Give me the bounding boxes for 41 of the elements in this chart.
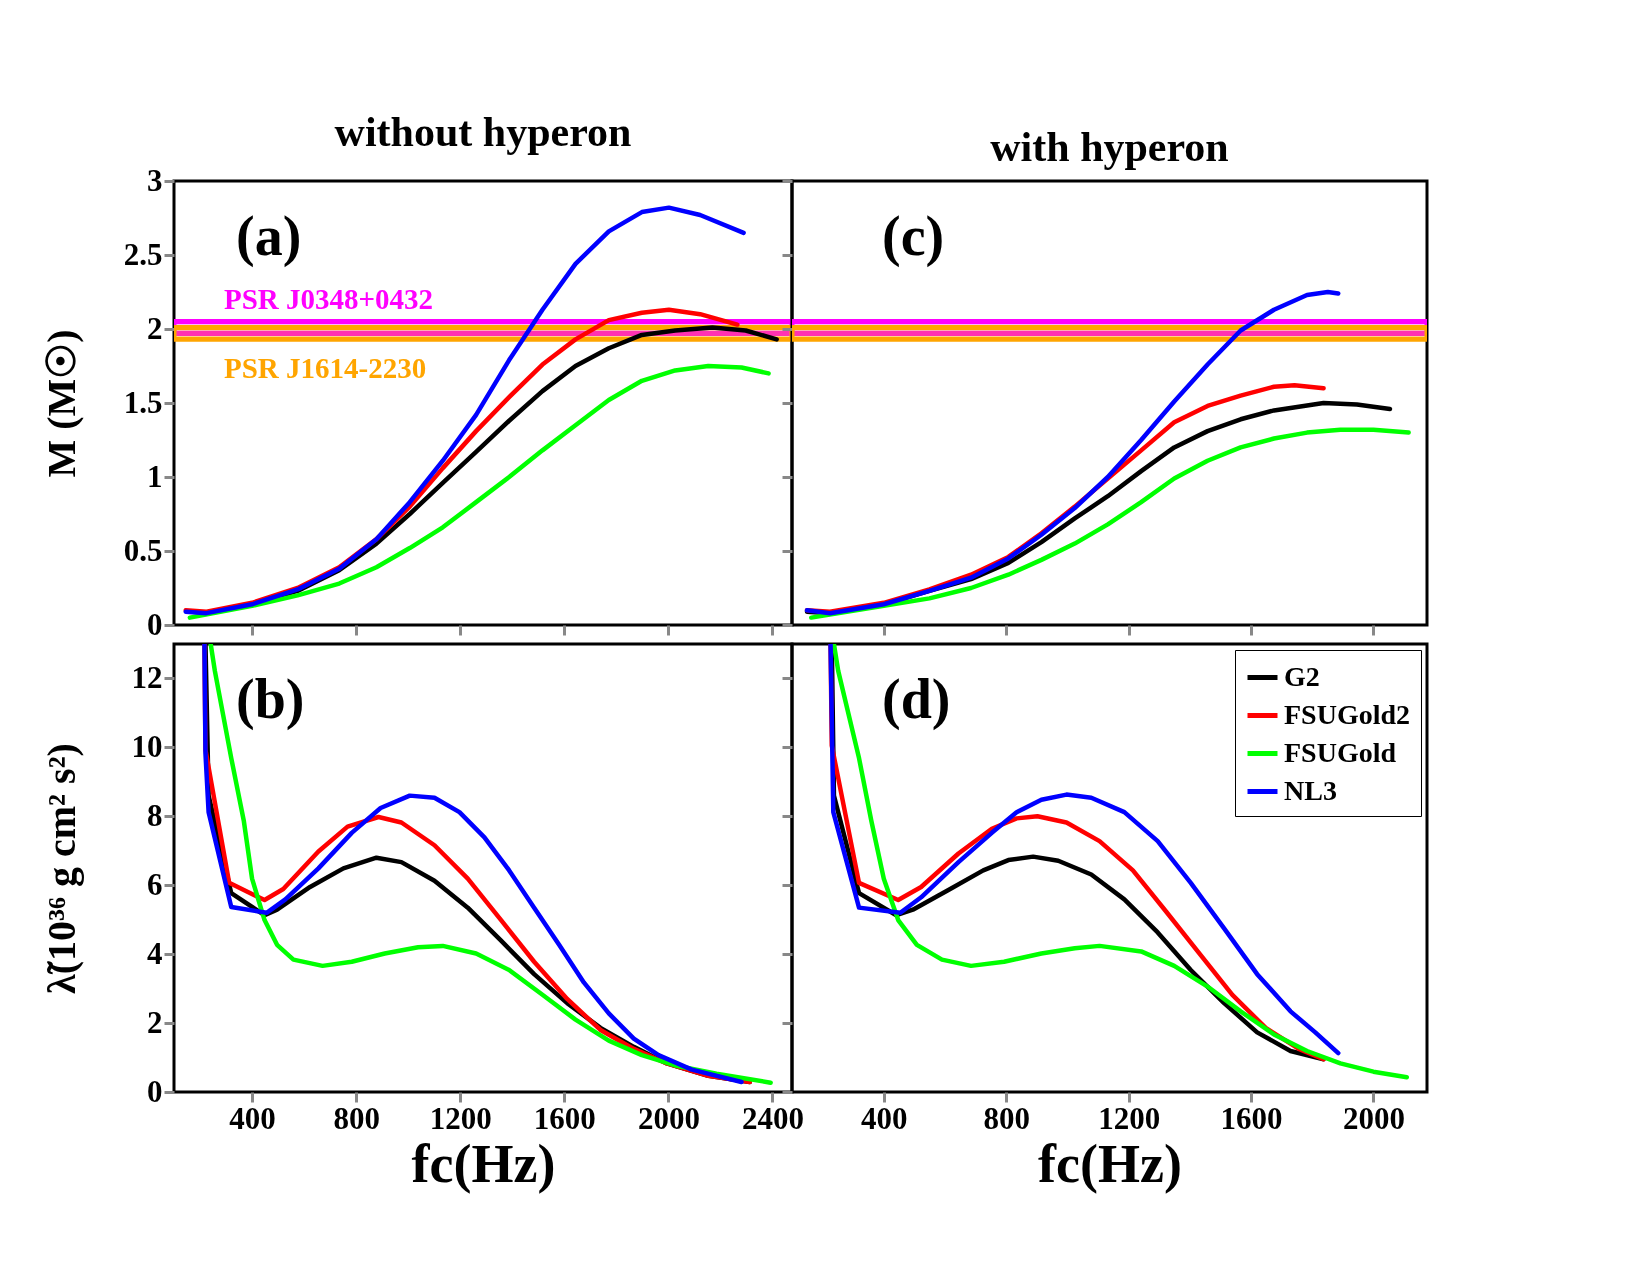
chart-title: with hyperon bbox=[990, 123, 1229, 170]
x-tick-label: 1200 bbox=[1098, 1100, 1161, 1136]
y-tick-label: 8 bbox=[147, 797, 163, 833]
x-tick-label: 400 bbox=[229, 1100, 276, 1136]
y-tick-label: 10 bbox=[131, 728, 163, 764]
annotation: (b) bbox=[236, 668, 305, 731]
x-tick-label: 400 bbox=[861, 1100, 908, 1136]
y-tick-label: 0 bbox=[147, 1073, 163, 1109]
x-tick-label: 2000 bbox=[1342, 1100, 1405, 1136]
x-axis-title: fc(Hz) bbox=[411, 1133, 556, 1194]
x-tick-label: 2400 bbox=[741, 1100, 804, 1136]
y-tick-label: 0 bbox=[147, 606, 163, 642]
y-axis-title: λ̃(10³⁶ g cm² s²) bbox=[38, 743, 84, 994]
y-tick-label: 1 bbox=[147, 458, 163, 494]
legend-label: G2 bbox=[1284, 660, 1320, 692]
y-tick-label: 6 bbox=[147, 866, 163, 902]
y-tick-label: 1.5 bbox=[123, 384, 163, 420]
chart-title: without hyperon bbox=[334, 109, 632, 155]
x-tick-label: 800 bbox=[333, 1100, 380, 1136]
annotation: (d) bbox=[882, 668, 951, 731]
y-tick-label: 3 bbox=[147, 162, 163, 198]
annotation: (c) bbox=[882, 205, 945, 268]
x-tick-label: 800 bbox=[983, 1100, 1030, 1136]
y-axis-title: M (M☉) bbox=[38, 329, 84, 478]
x-tick-label: 2000 bbox=[637, 1100, 700, 1136]
y-tick-label: 4 bbox=[147, 935, 163, 971]
x-tick-label: 1200 bbox=[429, 1100, 492, 1136]
legend-label: NL3 bbox=[1284, 774, 1337, 806]
y-tick-label: 0.5 bbox=[123, 532, 163, 568]
y-tick-label: 2 bbox=[147, 1004, 163, 1040]
legend-label: FSUGold bbox=[1284, 736, 1397, 768]
x-axis-title: fc(Hz) bbox=[1038, 1133, 1182, 1194]
annotation: (a) bbox=[236, 205, 302, 268]
band-label: PSR J0348+0432 bbox=[224, 282, 434, 315]
x-tick-label: 1600 bbox=[533, 1100, 596, 1136]
x-tick-label: 1600 bbox=[1220, 1100, 1283, 1136]
y-tick-label: 12 bbox=[131, 659, 163, 695]
band-label: PSR J1614-2230 bbox=[224, 352, 427, 385]
y-tick-label: 2 bbox=[147, 310, 163, 346]
legend-label: FSUGold2 bbox=[1284, 698, 1411, 730]
y-tick-label: 2.5 bbox=[123, 236, 163, 272]
